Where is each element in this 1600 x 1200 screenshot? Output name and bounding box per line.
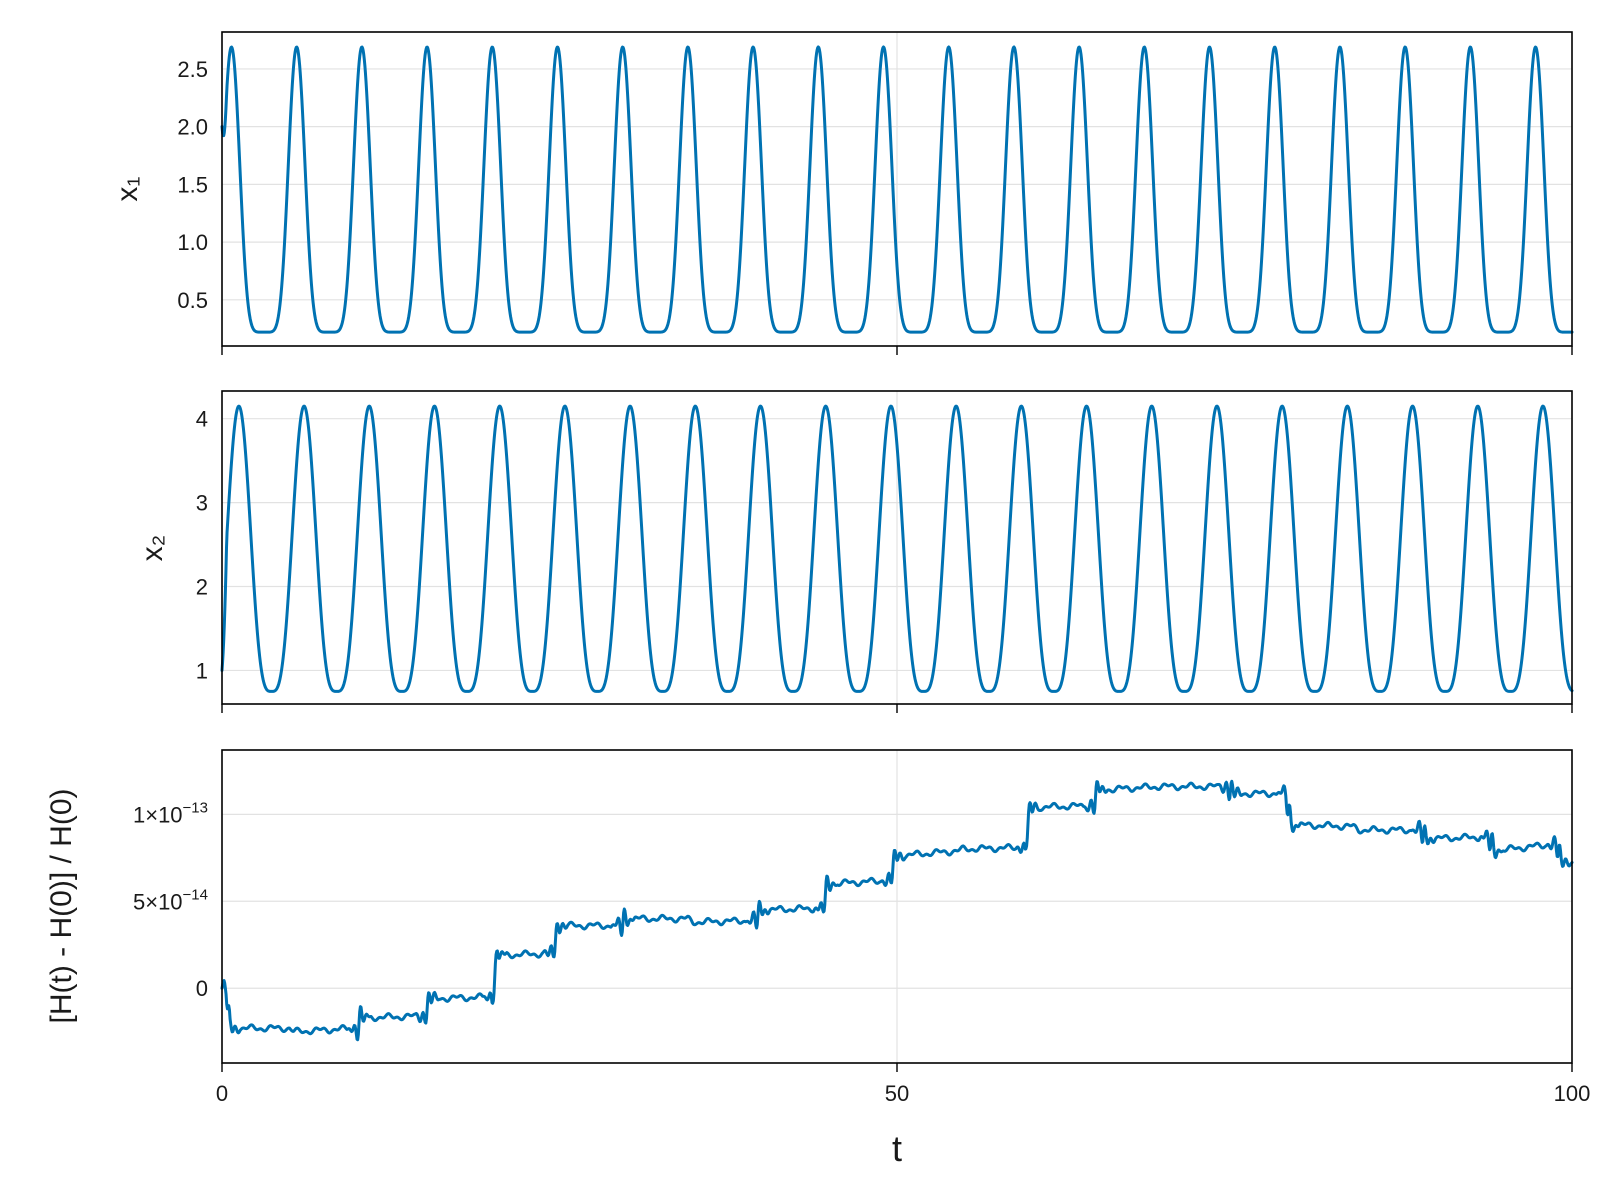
energy-ticks: 0 50 100 0 5×10−14 1×10−13: [133, 799, 1590, 1106]
y-tick-label: 0.5: [177, 288, 208, 313]
y-tick-label: 0: [196, 976, 208, 1001]
energy-series: [220, 779, 1574, 1042]
x1-ylabel: x₁: [111, 176, 144, 201]
x-tick-label: 100: [1554, 1081, 1591, 1106]
x2-panel: 1 2 3 4 x₂: [136, 390, 1574, 713]
y-tick-label: 4: [196, 407, 208, 432]
x-axis-label: t: [892, 1128, 902, 1169]
x1-ticks: 0.5 1.0 1.5 2.0 2.5: [177, 57, 1573, 355]
x1-panel: 0.5 1.0 1.5 2.0 2.5 x₁: [111, 31, 1574, 355]
x-tick-label: 50: [885, 1081, 909, 1106]
x2-ylabel: x₂: [136, 535, 169, 562]
series-line: [220, 45, 1574, 334]
x-tick-label: 0: [216, 1081, 228, 1106]
y-tick-label: 1×10−13: [133, 799, 208, 827]
series-line: [220, 404, 1574, 693]
energy-ylabel: [H(t) - H(0)] / H(0): [45, 789, 78, 1024]
y-tick-label: 2.0: [177, 115, 208, 140]
x1-series: [220, 45, 1574, 334]
y-tick-label: 1.5: [177, 172, 208, 197]
y-tick-label: 2.5: [177, 57, 208, 82]
energy-panel: 0 50 100 0 5×10−14 1×10−13 [H(t) - H(0)] / H(…: [45, 749, 1590, 1169]
y-tick-label: 5×10−14: [133, 886, 208, 914]
x2-ticks: 1 2 3 4: [196, 407, 1573, 713]
y-tick-label: 2: [196, 575, 208, 600]
y-tick-label: 3: [196, 491, 208, 516]
y-tick-label: 1: [196, 658, 208, 683]
y-tick-label: 1.0: [177, 230, 208, 255]
series-line: [220, 779, 1574, 1042]
x2-series: [220, 404, 1574, 693]
